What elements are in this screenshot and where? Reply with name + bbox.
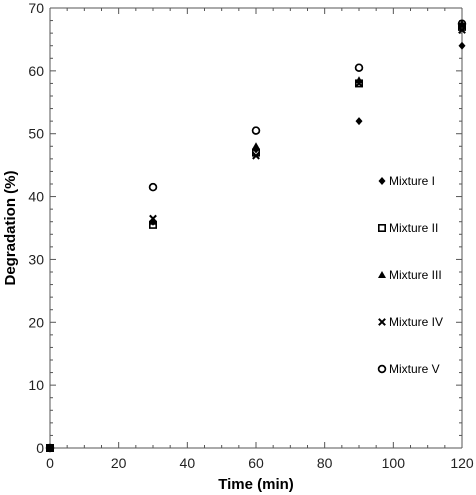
y-tick-label: 70	[28, 0, 44, 16]
x-tick-label: 60	[248, 455, 264, 471]
legend-label: Mixture V	[389, 362, 440, 376]
y-tick-label: 20	[28, 314, 44, 330]
data-point-series-5	[457, 19, 467, 28]
x-axis-title: Time (min)	[218, 476, 294, 493]
data-point-series-3	[458, 19, 466, 27]
x-tick-label: 0	[46, 455, 54, 471]
data-point-series-5	[354, 63, 364, 72]
legend-label: Mixture IV	[389, 315, 443, 329]
data-point-series-3	[252, 142, 260, 150]
data-point-series-5	[45, 443, 55, 453]
y-axis-title: Degradation (%)	[2, 170, 19, 285]
data-point-series-1	[355, 117, 363, 126]
legend: Mixture I Mixture II Mixture III Mixture IV…	[377, 174, 443, 376]
legend-label: Mixture I	[389, 174, 435, 188]
legend-item: Mixture II	[377, 221, 438, 235]
x-tick-label: 100	[382, 455, 406, 471]
legend-marker	[378, 271, 386, 278]
legend-marker	[378, 318, 386, 326]
x-tick-label: 80	[317, 455, 333, 471]
tick-labels: 0 20 40 60 80 100 120 0 10 20 30 40 50 60 70	[28, 0, 473, 471]
x-tick-label: 20	[111, 455, 127, 471]
y-tick-label: 30	[28, 251, 44, 267]
data-point-series-1	[458, 41, 466, 50]
legend-item: Mixture V	[377, 362, 440, 376]
legend-label: Mixture III	[389, 268, 442, 282]
data-point-series-4	[252, 151, 260, 160]
legend-marker	[377, 364, 387, 374]
data-point-series-4	[458, 26, 466, 34]
x-tick-label: 120	[450, 455, 474, 471]
y-tick-label: 10	[28, 377, 44, 393]
legend-label: Mixture II	[389, 221, 438, 235]
legend-item: Mixture I	[378, 174, 435, 188]
data-point-series-3	[149, 217, 157, 225]
legend-item: Mixture III	[378, 268, 442, 282]
data-point-series-4	[355, 79, 363, 88]
x-tick-label: 40	[180, 455, 196, 471]
y-tick-label: 60	[28, 63, 44, 79]
legend-marker	[378, 177, 386, 185]
legend-item: Mixture IV	[378, 315, 443, 329]
data-points	[45, 19, 467, 453]
y-tick-label: 50	[28, 126, 44, 142]
legend-marker	[377, 224, 386, 233]
y-tick-label: 0	[36, 440, 44, 456]
data-point-series-5	[251, 126, 261, 135]
data-point-series-5	[148, 182, 158, 192]
y-tick-label: 40	[28, 189, 44, 205]
data-point-series-4	[149, 214, 157, 223]
